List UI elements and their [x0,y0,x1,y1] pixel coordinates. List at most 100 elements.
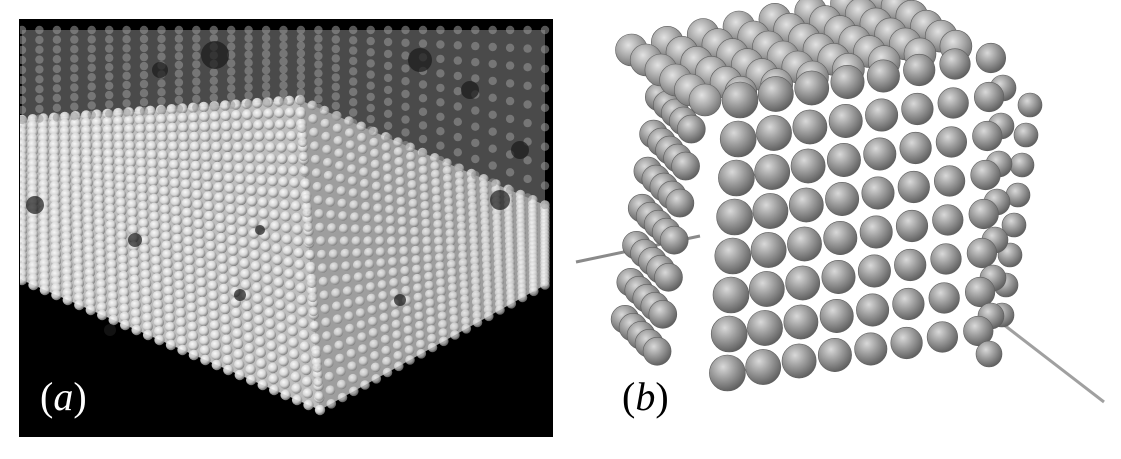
crystal-sphere [202,171,213,182]
crystal-sphere [35,35,44,45]
crystal-sphere [283,257,294,268]
crystal-sphere [314,209,325,219]
crystal-sphere [261,66,271,75]
crystal-sphere [145,105,156,117]
crystal-sphere [225,193,236,204]
crystal-sphere [229,276,240,287]
crystal-sphere [105,25,114,35]
crystal-sphere [71,154,82,165]
crystal-sphere [296,64,306,74]
crystal-sphere [209,85,218,94]
crystal-sphere [366,92,375,102]
crystal-sphere [292,224,303,235]
crystal-sphere [148,184,159,196]
crystal-sphere [308,114,318,124]
crystal-sphere [148,193,160,205]
crystal-sphere [488,76,497,86]
crystal-sphere [314,69,323,78]
crystal-sphere [383,61,393,71]
crystal-sphere [162,249,173,260]
crystal-sphere [232,328,243,339]
crystal-sphere [81,140,93,151]
crystal-sphere [267,351,278,363]
crystal-sphere [430,161,441,171]
crystal-sphere [471,290,482,301]
cube-sphere [890,326,923,360]
crystal-sphere [103,148,114,159]
crystal-sphere [245,364,256,375]
crystal-sphere [137,192,149,203]
crystal-sphere [192,77,201,86]
crystal-sphere [105,211,116,223]
cube-sphere [968,198,999,230]
crystal-sphere [393,351,404,361]
crystal-sphere [192,94,201,104]
crystal-sphere [83,229,95,241]
crystal-sphere [424,280,435,291]
crystal-sphere [244,34,253,43]
crystal-sphere [286,314,298,325]
crystal-sphere [82,170,93,181]
crystal-sphere [264,119,275,130]
crystal-sphere [156,113,167,125]
crystal-sphere [71,161,82,173]
crystal-sphere [453,117,462,127]
crystal-sphere [373,214,384,224]
crystal-sphere [152,299,164,310]
crystal-sphere [320,304,331,314]
crystal-sphere [355,308,366,318]
crystal-sphere [166,104,177,115]
crystal-sphere [70,54,79,63]
crystal-sphere [377,269,387,279]
crystal-sphere [366,103,375,113]
crystal-sphere [458,243,468,254]
crystal-sphere [94,225,106,236]
crystal-sphere [540,45,550,54]
crystal-sphere [93,178,104,190]
crystal-sphere [383,97,393,107]
crystal-sphere [457,229,467,239]
crystal-sphere [484,311,494,322]
crystal-sphere [423,262,434,273]
crystal-sphere [287,154,299,165]
crystal-sphere [265,318,276,329]
crystal-sphere [331,73,340,82]
crystal-sphere [271,243,282,254]
crystal-sphere [517,292,528,303]
crystal-sphere [118,287,130,298]
crystal-sphere [407,170,417,181]
crystal-sphere [298,329,310,340]
crystal-sphere [118,279,129,290]
crystal-sphere [126,190,138,202]
crystal-sphere [206,260,217,271]
crystal-sphere [263,108,274,119]
crystal-sphere [180,169,191,180]
cube-sphere [899,131,932,165]
crystal-sphere [316,236,326,246]
crystal-sphere [286,130,297,142]
crystal-sphere [228,266,240,277]
crystal-sphere [72,219,83,231]
crystal-sphere [158,159,169,170]
crystal-sphere [162,258,173,269]
crystal-sphere [342,273,352,284]
crystal-sphere [314,77,323,87]
cube-sphere [709,354,746,392]
crystal-sphere [363,236,373,246]
cube-sphere [792,109,828,145]
crystal-sphere [139,43,149,53]
crystal-sphere [376,258,386,268]
crystal-sphere [275,130,286,142]
crystal-sphere [286,303,297,314]
crystal-sphere [265,142,276,153]
cube-sphere [857,254,891,288]
crystal-sphere [227,84,236,93]
crystal-sphere [160,204,171,215]
crystal-sphere [436,83,445,93]
crystal-sphere [314,391,324,401]
crystal-sphere [129,274,140,285]
cube-sphere [901,92,934,126]
cube-sphere [859,215,893,249]
crystal-sphere [350,224,361,234]
crystal-sphere [523,118,532,128]
